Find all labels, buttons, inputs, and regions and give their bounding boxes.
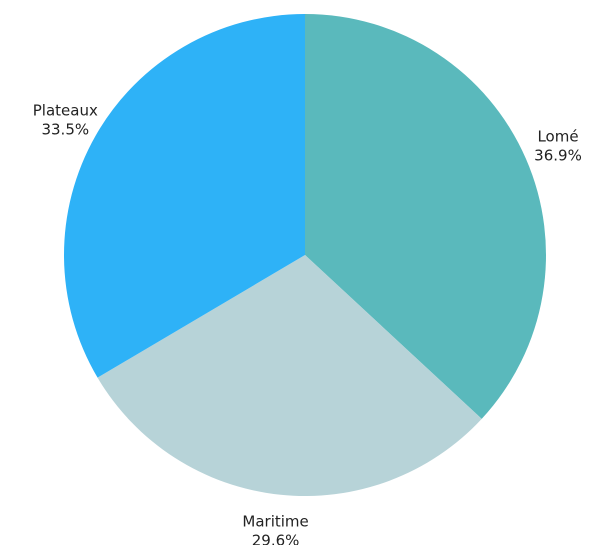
slice-category-label: Plateaux [33,101,98,119]
pie-slice-plateaux [63,14,305,378]
pie-slice-maritime [97,255,482,496]
slice-category-label: Lomé [537,128,578,146]
slice-percent-label: 29.6% [252,531,300,545]
pie-slice-lom- [305,14,546,419]
pie-slices [63,14,546,496]
slice-category-label: Maritime [242,512,308,530]
slice-percent-label: 36.9% [534,147,582,165]
slice-percent-label: 33.5% [41,120,89,138]
